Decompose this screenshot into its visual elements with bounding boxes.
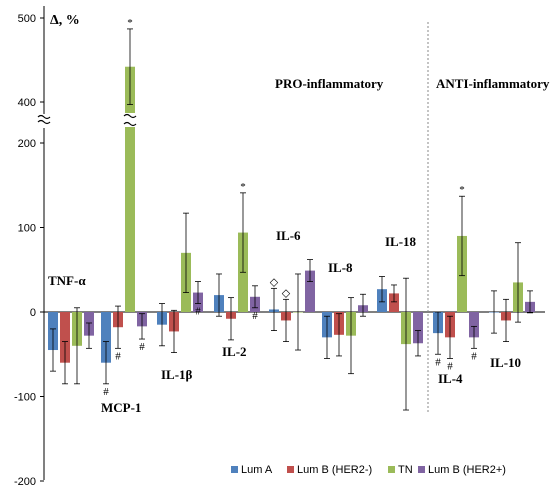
significance-mark: * <box>240 181 246 193</box>
significance-mark: # <box>447 360 453 372</box>
category-label: IL-2 <box>222 344 247 359</box>
significance-mark: ◇ <box>282 287 291 299</box>
bar <box>60 312 70 363</box>
category-label: TNF-α <box>48 273 86 288</box>
y-tick-label: -100 <box>14 392 36 404</box>
category-label: IL-10 <box>490 355 521 370</box>
significance-mark: # <box>139 341 145 353</box>
category-label: MCP-1 <box>101 400 141 415</box>
legend-label: TN <box>398 464 413 476</box>
legend-swatch <box>231 466 238 473</box>
category-label: IL-6 <box>276 228 301 243</box>
significance-mark: * <box>459 184 465 196</box>
legend-label: Lum A <box>241 464 273 476</box>
y-tick-label: 400 <box>18 97 36 109</box>
y-axis-break-symbol <box>37 114 51 125</box>
bar-break-gap <box>123 113 137 127</box>
y-tick-label: -200 <box>14 476 36 486</box>
y-tick-label: 100 <box>18 223 36 235</box>
region-label-anti-inflammatory: ANTI-inflammatory <box>436 76 550 91</box>
legend-label: Lum B (HER2-) <box>297 464 372 476</box>
significance-mark: # <box>195 306 201 318</box>
bar <box>101 312 111 363</box>
y-axis-label: Δ, % <box>50 13 80 28</box>
legend-swatch <box>418 466 425 473</box>
bar <box>469 312 479 338</box>
legend-swatch <box>388 466 395 473</box>
category-label: IL-4 <box>438 371 463 386</box>
y-tick-label: 200 <box>18 138 36 150</box>
y-tick-label: 0 <box>30 307 36 319</box>
significance-mark: # <box>435 356 441 368</box>
legend-swatch <box>287 466 294 473</box>
bar <box>389 293 399 312</box>
category-label: IL-18 <box>385 234 417 249</box>
bar-break-symbol <box>123 113 137 127</box>
category-label: IL-1β <box>161 367 193 382</box>
significance-mark: * <box>127 17 133 29</box>
significance-mark: # <box>471 350 477 362</box>
bar <box>305 270 315 312</box>
significance-mark: # <box>252 310 258 322</box>
region-label-pro-inflammatory: PRO-inflammatory <box>275 76 384 91</box>
legend-label: Lum B (HER2+) <box>428 464 506 476</box>
category-label: IL-8 <box>328 260 353 275</box>
y-tick-label: 500 <box>18 13 36 25</box>
significance-mark: # <box>115 350 121 362</box>
bar <box>125 66 135 312</box>
significance-mark: ◇ <box>270 276 279 288</box>
bar <box>413 312 423 344</box>
significance-mark: # <box>103 386 109 398</box>
